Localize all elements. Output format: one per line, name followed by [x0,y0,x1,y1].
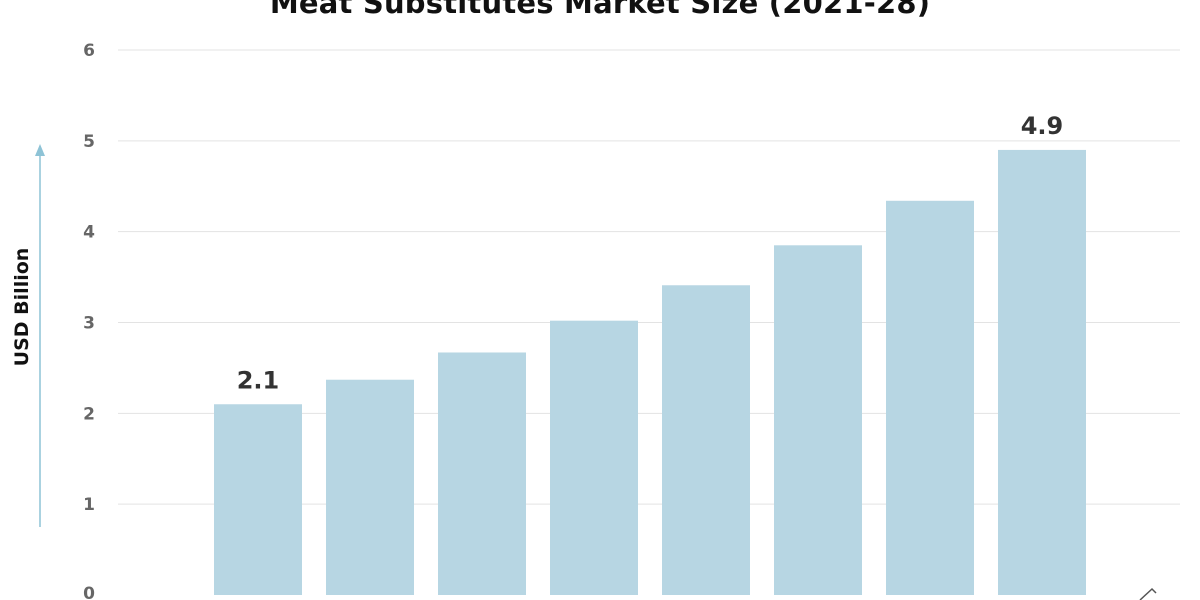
y-tick-labels: 0 1 2 3 4 5 6 [83,41,95,600]
data-labels: 2.1 4.9 [237,112,1064,394]
y-tick-label: 3 [83,314,95,334]
bar [662,285,750,595]
bar [550,320,638,595]
chart-title: Meat Substitutes Market Size (2021-28) [269,0,931,20]
y-tick-label: 1 [83,495,95,515]
bar [438,352,526,595]
bar [886,200,974,596]
bar [326,379,414,595]
y-tick-label: 0 [83,584,95,600]
data-label: 2.1 [237,366,280,394]
y-tick-label: 6 [83,41,95,61]
bar [774,245,862,595]
bars [214,149,1086,596]
bar [998,149,1086,595]
y-tick-label: 2 [83,404,95,424]
bar [214,404,302,595]
y-axis-arrow-icon [35,144,45,156]
y-tick-label: 4 [83,223,95,243]
y-tick-label: 5 [83,132,95,152]
axis-decor [35,144,1157,600]
corner-mark-icon [1139,587,1157,600]
data-label: 4.9 [1021,112,1064,140]
